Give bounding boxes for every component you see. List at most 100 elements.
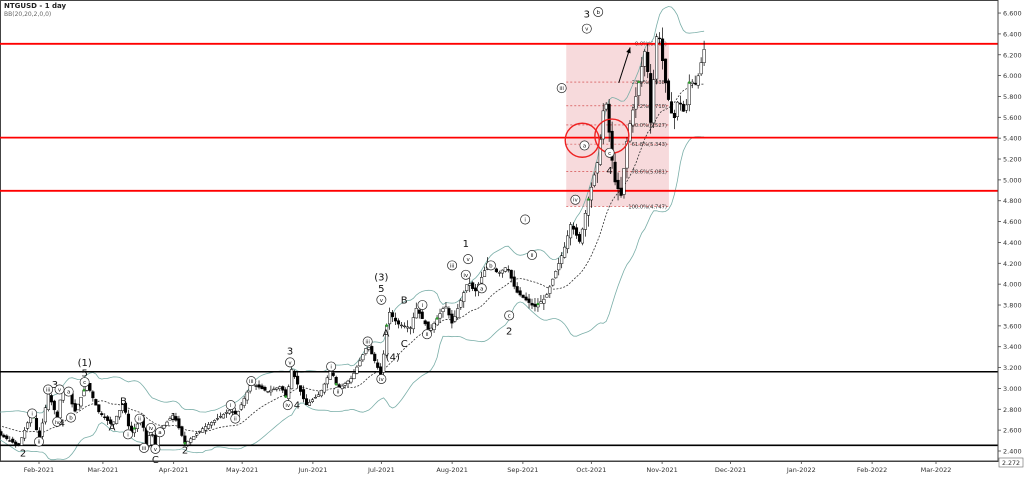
candle-body	[218, 416, 223, 418]
candle-body	[26, 422, 30, 429]
candle-body	[52, 400, 56, 411]
wave-label-circle	[362, 336, 373, 347]
wave-label: 5	[378, 284, 384, 295]
wave-label: (1)	[78, 358, 92, 369]
candle-body	[574, 227, 579, 236]
y-tick-label: 6.400	[1003, 30, 1022, 38]
candle-body	[112, 421, 116, 425]
candle-body	[207, 424, 211, 429]
candle-body	[420, 311, 424, 319]
candle-body	[245, 391, 249, 401]
candle-body	[441, 308, 445, 312]
wave-label: iii	[450, 263, 455, 269]
candle-body	[126, 413, 131, 427]
candle-body	[165, 421, 169, 426]
candle-body	[269, 389, 273, 393]
candle-body	[367, 346, 371, 350]
candle-body	[545, 294, 549, 298]
forecast-arrow-line	[618, 47, 631, 84]
wave-label-circle	[520, 214, 531, 225]
candle-body	[171, 415, 175, 420]
candle-body	[20, 437, 24, 446]
candle-body	[272, 388, 276, 391]
candle-body	[230, 411, 234, 413]
wave-label: a	[583, 143, 586, 149]
wave-label: ii	[37, 440, 41, 446]
candle-body	[23, 430, 27, 439]
bollinger-lower-band	[0, 136, 705, 461]
candle-body	[150, 434, 154, 436]
wave-label-circle	[556, 83, 567, 94]
candle-body	[554, 271, 558, 279]
candle-body	[325, 377, 329, 385]
candle-body	[462, 292, 466, 302]
wave-label: iii	[142, 446, 147, 452]
signal-marker	[183, 441, 187, 445]
candle-body	[518, 290, 522, 296]
candle-body	[580, 228, 584, 244]
y-tick-label: 3.600	[1003, 322, 1022, 330]
candle-body	[103, 416, 107, 418]
bollinger-upper-band	[0, 6, 705, 414]
candle-body	[186, 441, 190, 446]
candle-body	[310, 399, 314, 402]
candle-body	[571, 225, 576, 230]
wave-label-circle	[145, 423, 156, 434]
candle-body	[560, 255, 564, 264]
candle-body	[586, 199, 590, 216]
wave-label-circle	[79, 377, 90, 388]
wave-label-circle	[593, 7, 604, 17]
wave-label: B	[401, 295, 408, 306]
candle-body	[684, 104, 688, 111]
wave-label: 5	[81, 368, 87, 379]
candle-body	[212, 420, 217, 423]
candle-body	[40, 422, 44, 437]
wave-label: iv	[463, 273, 469, 279]
candle-body	[388, 312, 392, 325]
y-tick-label: 6.000	[1003, 72, 1022, 80]
wave-label: C	[401, 339, 408, 350]
y-tick-label: 3.800	[1003, 302, 1022, 310]
wave-label: v	[58, 387, 62, 393]
x-tick-label: Apr-2021	[159, 466, 189, 474]
candle-body	[281, 386, 285, 391]
wave-label-circle	[66, 412, 76, 423]
wave-label-circle	[54, 384, 65, 395]
wave-label: ii	[530, 253, 534, 259]
candle-body	[260, 385, 264, 390]
wave-label-circle	[417, 300, 428, 310]
candle-body	[88, 383, 92, 391]
candle-body	[539, 301, 543, 304]
signal-marker	[284, 395, 288, 398]
candle-body	[655, 36, 659, 80]
candle-body	[352, 372, 356, 379]
candle-body	[393, 317, 398, 322]
wave-label-circle	[63, 386, 74, 397]
y-tick-label: 2.400	[1003, 448, 1022, 456]
candle-body	[524, 296, 528, 301]
candle-body	[613, 161, 617, 183]
wave-label: a	[158, 430, 161, 436]
signal-marker	[637, 80, 641, 84]
candle-body	[97, 404, 101, 413]
candle-body	[408, 327, 412, 329]
wave-label-circle	[527, 250, 537, 260]
wave-label-circle	[376, 374, 387, 384]
y-tick-label: 5.000	[1003, 176, 1022, 184]
wave-label-circle	[123, 429, 133, 440]
candle-body	[204, 426, 208, 431]
candle-body	[210, 422, 214, 426]
y-tick-label: 4.200	[1003, 260, 1022, 268]
y-tick-label: 4.000	[1003, 281, 1022, 289]
candle-body	[557, 263, 561, 271]
candle-body	[447, 308, 451, 316]
wave-label: ii	[138, 417, 142, 423]
wave-label: (4)	[386, 353, 400, 364]
candle-body	[643, 51, 647, 67]
candle-body	[370, 346, 374, 355]
wave-label: b	[489, 263, 493, 269]
candle-body	[162, 425, 166, 429]
y-tick-label: 4.800	[1003, 197, 1022, 205]
candle-body	[263, 386, 267, 391]
